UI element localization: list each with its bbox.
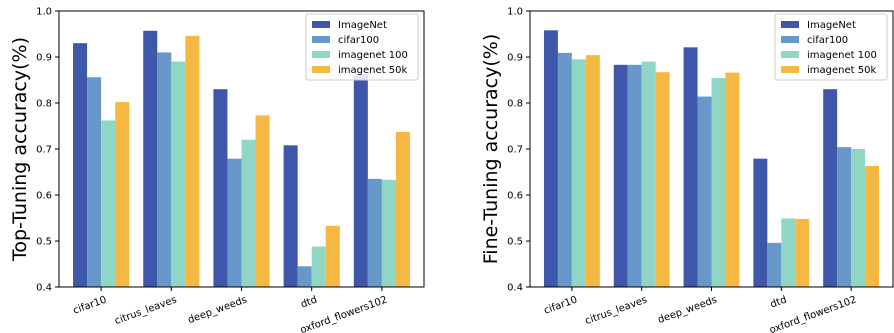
bar-ImageNet-citrus_leaves: [143, 30, 158, 288]
bar-ImageNet-cifar10: [73, 43, 88, 288]
bar-cifar100-deep_weeds: [697, 96, 712, 287]
y-tick-label: 0.5: [36, 237, 52, 248]
legend: ImageNet cifar100 imagenet 100 imagenet 50k: [305, 13, 419, 81]
bar-cifar100-dtd: [767, 242, 782, 287]
bar-imagenet-100-citrus_leaves: [641, 61, 656, 287]
legend-swatch-cifar100: [312, 36, 330, 43]
legend-label-imagenet-50k: imagenet 50k: [807, 65, 876, 76]
y-tick-label: 0.6: [507, 191, 523, 202]
y-tick-label: 0.6: [36, 191, 52, 202]
bar-imagenet-100-dtd: [311, 246, 326, 287]
bar-imagenet-100-cifar10: [571, 59, 586, 287]
bar-imagenet-100-dtd: [781, 218, 796, 287]
x-tick-label-citrus_leaves: citrus_leaves: [584, 294, 649, 327]
legend: ImageNet cifar100 imagenet 100 imagenet 50k: [774, 13, 888, 81]
bar-ImageNet-oxford_flowers102: [353, 74, 368, 288]
bar-imagenet-50k-citrus_leaves: [655, 72, 670, 288]
bar-imagenet-100-oxford_flowers102: [851, 149, 866, 287]
bar-ImageNet-deep_weeds: [683, 47, 698, 288]
legend-swatch-imagenet-50k: [312, 66, 330, 73]
x-tick-label-dtd: dtd: [769, 294, 788, 310]
bar-ImageNet-citrus_leaves: [613, 64, 628, 287]
bar-imagenet-50k-cifar10: [115, 102, 130, 287]
y-axis-label: Fine-Tuning accuracy(%): [480, 34, 502, 265]
legend-swatch-imagenet-100: [781, 51, 799, 58]
legend-label-ImageNet: ImageNet: [807, 20, 856, 31]
legend-box: [305, 13, 419, 81]
bar-imagenet-100-deep_weeds: [711, 78, 726, 287]
legend-label-ImageNet: ImageNet: [338, 20, 387, 31]
legend-label-imagenet-100: imagenet 100: [338, 50, 408, 61]
bar-imagenet-100-deep_weeds: [241, 139, 256, 287]
legend-label-cifar100: cifar100: [338, 35, 379, 46]
legend-label-imagenet-50k: imagenet 50k: [338, 65, 407, 76]
y-tick-label: 0.5: [507, 237, 523, 248]
y-tick-label: 0.7: [507, 145, 523, 156]
legend-box: [774, 13, 888, 81]
bar-cifar100-oxford_flowers102: [837, 147, 852, 287]
bar-ImageNet-oxford_flowers102: [823, 89, 838, 287]
y-tick-label: 0.4: [507, 283, 523, 294]
x-tick-label-cifar10: cifar10: [72, 294, 108, 316]
bar-ImageNet-dtd: [753, 158, 768, 287]
y-tick-label: 0.7: [36, 145, 52, 156]
x-tick-label-dtd: dtd: [299, 294, 318, 310]
y-tick-label: 1.0: [507, 7, 523, 18]
x-tick-label-deep_weeds: deep_weeds: [186, 294, 248, 326]
bar-imagenet-50k-oxford_flowers102: [395, 131, 410, 287]
bar-cifar100-cifar10: [557, 52, 572, 287]
legend-swatch-imagenet-50k: [781, 66, 799, 73]
x-tick-label-deep_weeds: deep_weeds: [656, 294, 718, 326]
legend-swatch-ImageNet: [312, 21, 330, 28]
y-axis-label: Top-Tuning accuracy(%): [9, 37, 31, 262]
bar-imagenet-100-cifar10: [101, 120, 116, 287]
y-tick-label: 0.4: [36, 283, 52, 294]
y-tick-label: 0.9: [507, 53, 523, 64]
x-tick-label-citrus_leaves: citrus_leaves: [113, 294, 178, 327]
bar-imagenet-50k-dtd: [325, 225, 340, 287]
bar-imagenet-100-oxford_flowers102: [381, 179, 396, 287]
y-tick-label: 0.9: [36, 53, 52, 64]
chart-panel-1: 0.4 0.5 0.6 0.7 0.8 0.9 1.0 cifar10 citrus_leave…: [9, 7, 425, 333]
bar-imagenet-50k-cifar10: [585, 55, 600, 287]
legend-swatch-cifar100: [781, 36, 799, 43]
bar-imagenet-50k-deep_weeds: [255, 115, 270, 287]
bar-cifar100-cifar10: [87, 77, 102, 288]
legend-label-cifar100: cifar100: [807, 35, 848, 46]
bar-cifar100-dtd: [297, 266, 312, 287]
bar-imagenet-50k-oxford_flowers102: [865, 166, 880, 287]
x-tick-label-cifar10: cifar10: [542, 294, 578, 316]
bar-cifar100-oxford_flowers102: [367, 178, 382, 287]
bar-ImageNet-dtd: [283, 145, 298, 287]
y-tick-label: 0.8: [507, 99, 523, 110]
bar-ImageNet-cifar10: [543, 30, 558, 287]
bar-imagenet-100-citrus_leaves: [171, 61, 186, 287]
bar-imagenet-50k-deep_weeds: [725, 72, 740, 287]
bar-imagenet-50k-citrus_leaves: [185, 35, 200, 288]
y-tick-label: 1.0: [36, 7, 52, 18]
bar-ImageNet-deep_weeds: [213, 89, 228, 287]
legend-swatch-ImageNet: [781, 21, 799, 28]
bar-cifar100-deep_weeds: [227, 158, 242, 287]
bar-cifar100-citrus_leaves: [157, 52, 172, 288]
legend-label-imagenet-100: imagenet 100: [807, 50, 877, 61]
bar-cifar100-citrus_leaves: [627, 64, 642, 287]
y-tick-label: 0.8: [36, 99, 52, 110]
legend-swatch-imagenet-100: [312, 51, 330, 58]
chart-panel-2: 0.4 0.5 0.6 0.7 0.8 0.9 1.0 cifar10 citrus_leave…: [480, 7, 894, 333]
bar-imagenet-50k-dtd: [795, 218, 810, 287]
